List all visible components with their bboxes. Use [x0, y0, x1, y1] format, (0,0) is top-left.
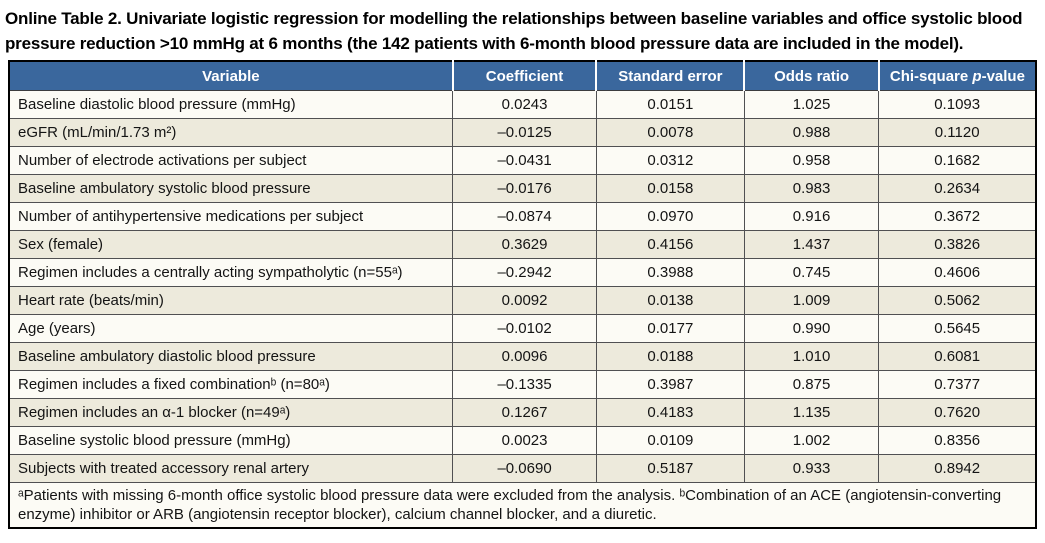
table-row: Sex (female) 0.3629 0.4156 1.437 0.3826	[8, 230, 1037, 259]
cell-variable: Regimen includes an α-1 blocker (n=49ᵃ)	[8, 398, 454, 427]
table-row: Baseline systolic blood pressure (mmHg) 0…	[8, 426, 1037, 455]
cell-odds-ratio: 1.010	[743, 342, 880, 371]
cell-odds-ratio: 1.002	[743, 426, 880, 455]
header-chi-square-post: -value	[981, 67, 1025, 85]
cell-variable: Baseline diastolic blood pressure (mmHg)	[8, 90, 454, 119]
cell-variable: Baseline ambulatory diastolic blood pres…	[8, 342, 454, 371]
cell-odds-ratio: 0.958	[743, 146, 880, 175]
cell-p-value: 0.1093	[878, 90, 1037, 119]
cell-standard-error: 0.0138	[595, 286, 745, 315]
cell-variable: Sex (female)	[8, 230, 454, 259]
cell-p-value: 0.5062	[878, 286, 1037, 315]
cell-coefficient: –0.2942	[452, 258, 597, 287]
cell-coefficient: –0.0176	[452, 174, 597, 203]
cell-variable: Baseline systolic blood pressure (mmHg)	[8, 426, 454, 455]
header-coefficient: Coefficient	[452, 61, 598, 91]
cell-odds-ratio: 1.009	[743, 286, 880, 315]
header-chi-square-pre: Chi-square	[889, 67, 973, 85]
cell-coefficient: –0.0690	[452, 454, 597, 483]
cell-coefficient: 0.0023	[452, 426, 597, 455]
cell-standard-error: 0.0151	[595, 90, 745, 119]
table-footnote: ᵃPatients with missing 6-month office sy…	[8, 482, 1037, 529]
cell-variable: Heart rate (beats/min)	[8, 286, 454, 315]
cell-odds-ratio: 0.745	[743, 258, 880, 287]
cell-standard-error: 0.0078	[595, 118, 745, 147]
table-row: Age (years) –0.0102 0.0177 0.990 0.5645	[8, 314, 1037, 343]
cell-p-value: 0.8942	[878, 454, 1037, 483]
cell-odds-ratio: 1.025	[743, 90, 880, 119]
cell-standard-error: 0.4183	[595, 398, 745, 427]
cell-standard-error: 0.5187	[595, 454, 745, 483]
cell-coefficient: –0.1335	[452, 370, 597, 399]
cell-odds-ratio: 0.916	[743, 202, 880, 231]
cell-p-value: 0.1120	[878, 118, 1037, 147]
cell-p-value: 0.7377	[878, 370, 1037, 399]
table-row: Regimen includes an α-1 blocker (n=49ᵃ) 0…	[8, 398, 1037, 427]
cell-odds-ratio: 1.437	[743, 230, 880, 259]
cell-standard-error: 0.0312	[595, 146, 745, 175]
table-row: Number of electrode activations per subj…	[8, 146, 1037, 175]
cell-p-value: 0.8356	[878, 426, 1037, 455]
cell-variable: Regimen includes a fixed combinationᵇ (n…	[8, 370, 454, 399]
header-variable: Variable	[9, 61, 454, 91]
cell-odds-ratio: 1.135	[743, 398, 880, 427]
table-row: Heart rate (beats/min) 0.0092 0.0138 1.009 0…	[8, 286, 1037, 315]
cell-p-value: 0.2634	[878, 174, 1037, 203]
cell-variable: Baseline ambulatory systolic blood press…	[8, 174, 454, 203]
header-standard-error: Standard error	[596, 61, 746, 91]
regression-table: Variable Coefficient Standard error Odds…	[8, 60, 1037, 529]
cell-p-value: 0.3826	[878, 230, 1037, 259]
footnote-row: ᵃPatients with missing 6-month office sy…	[8, 482, 1037, 529]
cell-p-value: 0.3672	[878, 202, 1037, 231]
header-odds-ratio: Odds ratio	[744, 61, 880, 91]
table-row: Baseline ambulatory diastolic blood pres…	[8, 342, 1037, 371]
table-row: Regimen includes a centrally acting symp…	[8, 258, 1037, 287]
cell-p-value: 0.4606	[878, 258, 1037, 287]
cell-odds-ratio: 0.988	[743, 118, 880, 147]
cell-coefficient: 0.3629	[452, 230, 597, 259]
cell-coefficient: –0.0102	[452, 314, 597, 343]
cell-coefficient: –0.0874	[452, 202, 597, 231]
cell-coefficient: 0.0092	[452, 286, 597, 315]
cell-variable: Number of antihypertensive medications p…	[8, 202, 454, 231]
cell-coefficient: –0.0125	[452, 118, 597, 147]
cell-coefficient: 0.1267	[452, 398, 597, 427]
cell-p-value: 0.6081	[878, 342, 1037, 371]
cell-variable: Subjects with treated accessory renal ar…	[8, 454, 454, 483]
table-row: Regimen includes a fixed combinationᵇ (n…	[8, 370, 1037, 399]
cell-standard-error: 0.4156	[595, 230, 745, 259]
cell-standard-error: 0.3987	[595, 370, 745, 399]
cell-variable: eGFR (mL/min/1.73 m²)	[8, 118, 454, 147]
table-row: Subjects with treated accessory renal ar…	[8, 454, 1037, 483]
cell-odds-ratio: 0.933	[743, 454, 880, 483]
cell-odds-ratio: 0.990	[743, 314, 880, 343]
header-chi-square-p-value: Chi-square p-value	[878, 61, 1036, 91]
header-row: Variable Coefficient Standard error Odds…	[9, 61, 1036, 91]
cell-variable: Number of electrode activations per subj…	[8, 146, 454, 175]
table-row: Baseline ambulatory systolic blood press…	[8, 174, 1037, 203]
cell-coefficient: 0.0243	[452, 90, 597, 119]
cell-variable: Regimen includes a centrally acting symp…	[8, 258, 454, 287]
cell-standard-error: 0.0188	[595, 342, 745, 371]
cell-standard-error: 0.3988	[595, 258, 745, 287]
table-row: Baseline diastolic blood pressure (mmHg)…	[8, 90, 1037, 119]
cell-standard-error: 0.0109	[595, 426, 745, 455]
cell-p-value: 0.1682	[878, 146, 1037, 175]
table-row: Number of antihypertensive medications p…	[8, 202, 1037, 231]
cell-variable: Age (years)	[8, 314, 454, 343]
cell-odds-ratio: 0.875	[743, 370, 880, 399]
header-p-italic: p	[972, 67, 982, 85]
cell-standard-error: 0.0970	[595, 202, 745, 231]
cell-coefficient: –0.0431	[452, 146, 597, 175]
cell-odds-ratio: 0.983	[743, 174, 880, 203]
table-row: eGFR (mL/min/1.73 m²) –0.0125 0.0078 0.988 0…	[8, 118, 1037, 147]
cell-p-value: 0.5645	[878, 314, 1037, 343]
cell-p-value: 0.7620	[878, 398, 1037, 427]
table-body: Baseline diastolic blood pressure (mmHg)…	[8, 90, 1037, 483]
cell-standard-error: 0.0177	[595, 314, 745, 343]
table-title: Online Table 2. Univariate logistic regr…	[5, 9, 1023, 53]
cell-coefficient: 0.0096	[452, 342, 597, 371]
cell-standard-error: 0.0158	[595, 174, 745, 203]
